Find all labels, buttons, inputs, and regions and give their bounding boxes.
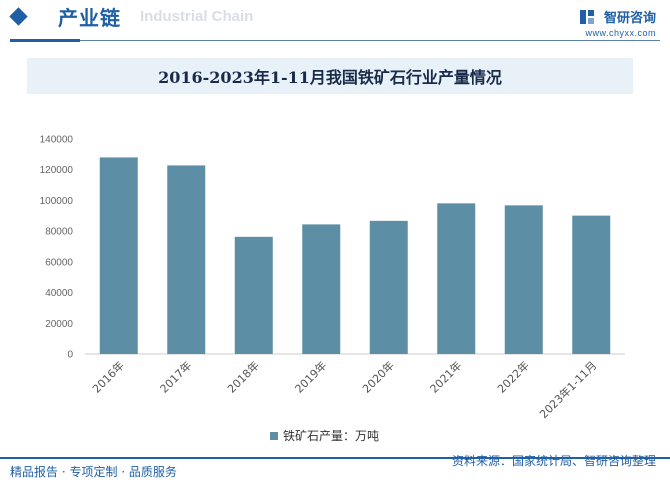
bar (234, 236, 273, 354)
y-tick-label: 0 (67, 350, 73, 361)
chart-title: 2016-2023年1-11月我国铁矿石行业产量情况 (158, 68, 502, 87)
x-tick-label: 2022年 (494, 358, 531, 395)
legend-swatch (270, 431, 278, 440)
y-tick-label: 100000 (40, 196, 74, 207)
x-tick-label: 2023年1-11月 (536, 358, 599, 421)
brand-url: www.chyxx.com (585, 28, 656, 38)
y-tick-label: 20000 (45, 319, 73, 330)
brand: 智研咨询 www.chyxx.com (579, 6, 656, 38)
page-header: 产业链 Industrial Chain 智研咨询 www.chyxx.com (0, 0, 670, 40)
legend-label: 铁矿石产量：万吨 (283, 429, 380, 443)
brand-name: 智研咨询 (603, 11, 656, 26)
x-axis: 2016年 2017年 2018年 2019年 2020年 2021年 2022年 2023年… (89, 358, 599, 421)
source-note: 资料来源：国家统计局、智研咨询整理 (451, 454, 656, 468)
y-tick-label: 60000 (45, 257, 73, 268)
bar-chart: 020000400006000080000100000120000140000 … (40, 135, 625, 421)
chart-title-band (27, 58, 633, 94)
y-tick-label: 80000 (45, 227, 73, 238)
section-title: 产业链 (58, 6, 121, 30)
header-divider-accent (10, 39, 80, 42)
x-tick-label: 2020年 (359, 358, 396, 395)
y-tick-label: 120000 (40, 165, 74, 176)
x-tick-label: 2019年 (292, 358, 329, 395)
footer-tagline: 精品报告 · 专项定制 · 品质服务 (10, 465, 177, 479)
bar (369, 220, 408, 354)
x-tick-label: 2021年 (427, 358, 464, 395)
bar (437, 203, 476, 354)
section-subtitle: Industrial Chain (140, 8, 254, 25)
bar (504, 205, 543, 354)
y-tick-label: 40000 (45, 288, 73, 299)
y-tick-label: 140000 (40, 135, 74, 146)
bar-series (99, 157, 611, 354)
bar (572, 215, 611, 354)
bar (302, 224, 341, 354)
x-tick-label: 2016年 (89, 358, 126, 395)
brand-logo-icon (579, 9, 594, 24)
footer-divider (0, 457, 670, 459)
y-axis: 0 20000 40000 60000 80000 100000 120000 140000 (40, 135, 74, 361)
legend: 铁矿石产量：万吨 (270, 427, 379, 444)
bar (167, 165, 206, 354)
header-divider (10, 40, 660, 41)
x-tick-label: 2017年 (157, 358, 194, 395)
bar (99, 157, 138, 354)
x-tick-label: 2018年 (224, 358, 261, 395)
